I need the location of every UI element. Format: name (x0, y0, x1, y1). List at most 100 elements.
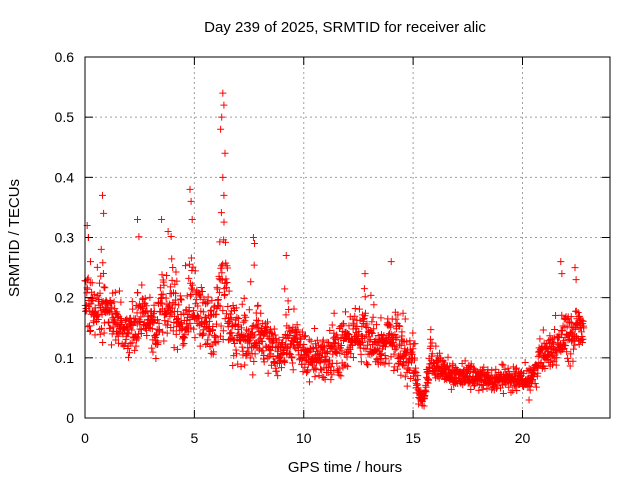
data-point (340, 320, 348, 328)
data-point (186, 292, 194, 300)
data-point (392, 335, 400, 343)
data-point (275, 355, 283, 363)
data-point (432, 342, 440, 350)
data-point (106, 298, 114, 306)
data-point (189, 263, 197, 271)
data-point (553, 349, 561, 357)
data-point (237, 324, 245, 332)
data-point (143, 332, 151, 340)
data-point (163, 272, 171, 280)
data-point (215, 288, 223, 296)
x-axis-label: GPS time / hours (288, 459, 402, 476)
data-point (327, 363, 335, 371)
data-point (343, 353, 351, 361)
data-point (531, 380, 539, 388)
data-point (480, 363, 488, 371)
data-point (317, 353, 325, 361)
data-point (269, 353, 277, 361)
data-point (189, 286, 197, 294)
data-point (277, 364, 285, 372)
data-point (185, 308, 193, 316)
data-point (222, 275, 230, 283)
data-point (298, 328, 306, 336)
data-point (361, 293, 369, 301)
data-point (395, 322, 403, 330)
data-point (229, 361, 237, 369)
data-point (172, 289, 180, 297)
data-point (360, 285, 368, 293)
data-point (156, 284, 164, 292)
data-point (355, 305, 363, 313)
data-point (95, 279, 103, 287)
data-point (114, 332, 122, 340)
data-point (399, 309, 407, 317)
data-point (405, 366, 413, 374)
data-point (221, 238, 229, 246)
data-point (362, 359, 370, 367)
data-point (399, 337, 407, 345)
data-point (501, 365, 509, 373)
data-point (272, 367, 280, 375)
data-point (311, 373, 319, 381)
data-point (548, 352, 556, 360)
data-point (122, 316, 130, 324)
data-point (412, 368, 420, 376)
y-tick-label: 0 (66, 410, 74, 426)
data-point (185, 274, 193, 282)
data-point (387, 258, 395, 266)
data-point (335, 365, 343, 373)
data-point (551, 325, 559, 333)
data-point (86, 327, 94, 335)
data-point (403, 382, 411, 390)
data-point (100, 283, 108, 291)
data-point (115, 287, 123, 295)
data-point (257, 309, 265, 317)
data-point (158, 271, 166, 279)
data-point (173, 277, 181, 285)
data-point (569, 345, 577, 353)
data-point (364, 341, 372, 349)
data-point (200, 329, 208, 337)
data-point (346, 346, 354, 354)
data-point (227, 314, 235, 322)
data-point (392, 315, 400, 323)
data-point (187, 197, 195, 205)
data-point (385, 320, 393, 328)
data-point (335, 371, 343, 379)
points-layer (81, 89, 588, 410)
data-point (563, 348, 571, 356)
data-point (580, 324, 588, 332)
data-point (191, 267, 199, 275)
data-point (107, 341, 115, 349)
data-point (197, 283, 205, 291)
data-point (218, 113, 226, 121)
data-point (320, 343, 328, 351)
data-point (239, 347, 247, 355)
data-point (499, 389, 507, 397)
data-point (567, 350, 575, 358)
data-point (216, 238, 224, 246)
data-point (361, 309, 369, 317)
data-point (199, 331, 207, 339)
data-point (152, 333, 160, 341)
data-point (297, 335, 305, 343)
data-point (543, 340, 551, 348)
data-point (422, 383, 430, 391)
data-point (88, 279, 96, 287)
data-point (110, 298, 118, 306)
data-point (135, 233, 143, 241)
data-point (414, 372, 422, 380)
data-point (330, 309, 338, 317)
data-point (572, 307, 580, 315)
data-point (158, 299, 166, 307)
data-point (304, 367, 312, 375)
data-point (504, 364, 512, 372)
data-point (319, 336, 327, 344)
data-point (128, 298, 136, 306)
data-point (566, 362, 574, 370)
data-point (264, 318, 272, 326)
data-point (306, 378, 314, 386)
data-point (186, 185, 194, 193)
data-point (159, 328, 167, 336)
